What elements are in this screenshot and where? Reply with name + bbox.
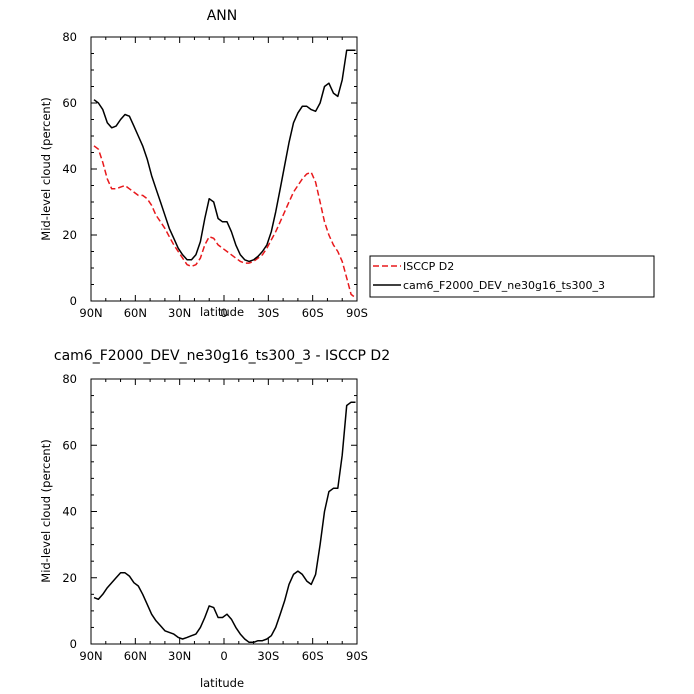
series-line-2 — [93, 49, 356, 263]
x-tick-label: 60S — [302, 649, 324, 663]
x-tick-label: 60N — [124, 649, 147, 663]
y-tick-label: 80 — [62, 372, 77, 386]
chart-panel-1: ANN 90N 60N 30N 0 30S 60S 90S 0 20 40 60 80 latitud… — [39, 8, 655, 320]
x-tick-label: 30N — [168, 306, 191, 320]
x-tick-label: 0 — [220, 306, 227, 320]
series-line-1 — [93, 401, 356, 644]
legend: ISCCP D2 cam6_F2000_DEV_ne30g16_ts300_3 — [369, 255, 655, 298]
series-line-1 — [93, 145, 356, 299]
y-tick-label: 60 — [62, 438, 77, 452]
y-tick-label: 20 — [62, 228, 77, 242]
x-tick-label: 90S — [346, 649, 368, 663]
y-tick-label: 0 — [70, 637, 77, 651]
x-tick-label: 90N — [79, 306, 102, 320]
chart-title: ANN — [207, 8, 238, 24]
x-tick-label: 90N — [79, 649, 102, 663]
x-tick-label: 60N — [124, 306, 147, 320]
y-tick-label: 40 — [62, 162, 77, 176]
y-tick-label: 60 — [62, 96, 77, 110]
x-tick-label: 90S — [346, 306, 368, 320]
y-axis-label: Mid-level cloud (percent) — [39, 97, 53, 240]
plot-frame — [90, 378, 358, 645]
chart-panel-2: cam6_F2000_DEV_ne30g16_ts300_3 - ISCCP D… — [39, 348, 390, 690]
legend-box — [369, 255, 655, 298]
x-axis-label: latitude — [200, 676, 244, 690]
x-tick-label: 0 — [220, 649, 227, 663]
y-axis-label: Mid-level cloud (percent) — [39, 439, 53, 582]
x-tick-label: 30S — [257, 649, 279, 663]
plot-frame — [90, 36, 358, 302]
y-tick-label: 80 — [62, 30, 77, 44]
y-tick-label: 0 — [70, 294, 77, 308]
legend-label-isccp: ISCCP D2 — [403, 260, 454, 273]
x-tick-label: 30S — [257, 306, 279, 320]
y-tick-label: 20 — [62, 571, 77, 585]
x-tick-label: 30N — [168, 649, 191, 663]
x-tick-label: 60S — [302, 306, 324, 320]
x-axis-label: latitude — [200, 305, 244, 319]
chart-title: cam6_F2000_DEV_ne30g16_ts300_3 - ISCCP D… — [54, 348, 390, 364]
legend-label-model: cam6_F2000_DEV_ne30g16_ts300_3 — [403, 279, 605, 292]
y-tick-label: 40 — [62, 505, 77, 519]
